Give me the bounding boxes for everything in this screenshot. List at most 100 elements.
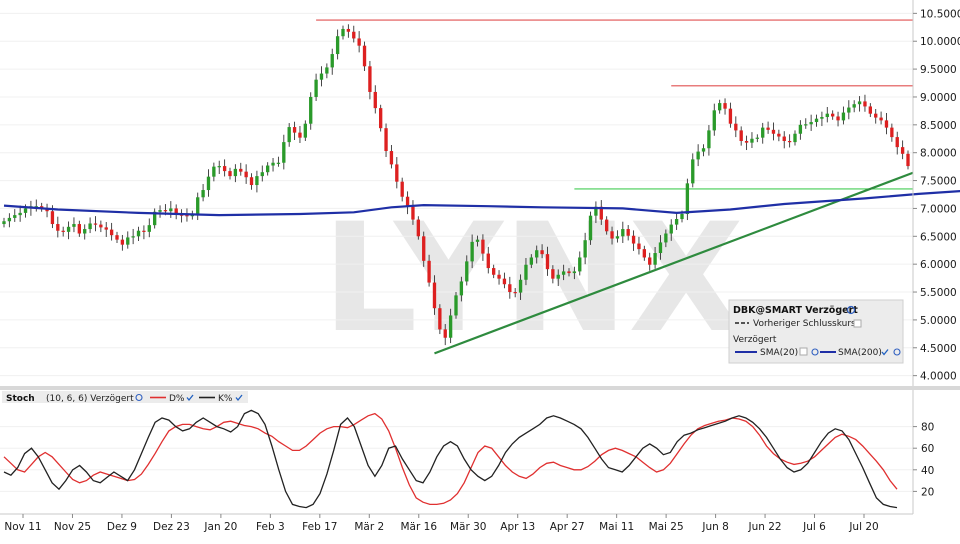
candle-body [621, 229, 625, 237]
candle-body [572, 271, 577, 274]
candle-body [2, 221, 6, 225]
stoch-tick-label: 80 [921, 422, 934, 434]
candles [2, 24, 910, 346]
price-annotations [316, 19, 914, 355]
trendline [434, 171, 914, 355]
candle-body [405, 196, 410, 207]
candle-body [443, 329, 447, 338]
candle-body [298, 132, 302, 138]
candle-body [389, 151, 394, 165]
legend-sma20: SMA(20) [760, 348, 798, 358]
candle-body [793, 133, 797, 143]
stoch-grid [0, 426, 913, 492]
x-tick-label: Mai 25 [649, 521, 684, 533]
candle-body [524, 264, 528, 280]
candle-body [45, 208, 49, 212]
candle-body [578, 257, 582, 272]
stoch-header: Stoch (10, 6, 6) Verzögert D% K% [2, 391, 248, 404]
candle-body [222, 166, 227, 172]
candle-body [470, 241, 474, 262]
candle-body [664, 233, 668, 243]
stoch-tick-label: 60 [921, 443, 934, 455]
sma-lines [3, 189, 960, 217]
x-tick-label: Jun 22 [748, 521, 782, 533]
candle-body [147, 225, 151, 232]
k-check-icon[interactable] [235, 394, 243, 402]
candle-body [395, 164, 399, 182]
candle-body [868, 106, 873, 114]
candle-body [755, 137, 760, 139]
candle-body [626, 229, 630, 236]
candle-body [680, 214, 684, 220]
x-tick-label: Jan 20 [203, 521, 237, 533]
candle-body [206, 176, 211, 191]
candle-body [491, 268, 496, 275]
sma20-checkbox[interactable] [799, 347, 808, 356]
candle-body [260, 172, 264, 177]
stoch-tick-label: 40 [921, 465, 934, 477]
candle-body [631, 235, 636, 244]
legend-prev-close: Vorheriger Schlusskurs [753, 319, 856, 329]
candle-body [373, 91, 377, 109]
d-check-icon[interactable] [186, 394, 194, 402]
price-tick-label: 5.0000 [920, 315, 957, 327]
candle-body [115, 235, 119, 240]
stoch-d-label: D% [169, 394, 185, 404]
candle-body [422, 236, 426, 261]
candle-body [282, 142, 286, 163]
candle-body [23, 208, 28, 213]
candle-body [142, 230, 146, 232]
legend-box [728, 299, 904, 364]
candle-body [879, 117, 883, 121]
x-tick-label: Dez 9 [107, 521, 137, 533]
candle-body [561, 271, 566, 275]
legend-gear-icon[interactable] [846, 305, 856, 315]
x-tick-label: Feb 3 [256, 521, 285, 533]
candle-body [556, 274, 560, 279]
candle-body [287, 127, 291, 143]
candle-body [163, 210, 168, 212]
candle-body [906, 153, 910, 167]
candle-body [836, 116, 840, 121]
candle-body [583, 240, 587, 258]
stoch-gear-icon[interactable] [135, 393, 143, 402]
candle-body [158, 210, 162, 212]
watermark: LYNX [322, 192, 744, 366]
sma20-gear-icon[interactable] [811, 348, 819, 356]
panel-splitter[interactable] [0, 386, 960, 390]
candle-body [685, 183, 690, 215]
sma200-gear-icon[interactable] [893, 348, 901, 356]
price-tick-label: 7.0000 [920, 203, 957, 215]
x-tick-label: Apr 13 [500, 521, 535, 533]
candle-body [895, 137, 899, 148]
candle-body [276, 162, 281, 164]
candle-body [798, 124, 803, 134]
candle-body [18, 212, 22, 216]
candle-body [109, 229, 114, 236]
candle-body [352, 31, 356, 39]
candle-body [890, 127, 894, 138]
candle-body [249, 177, 254, 186]
candle-body [567, 271, 571, 274]
candle-body [648, 257, 652, 265]
x-tick-label: Mär 2 [354, 521, 384, 533]
candle-body [77, 224, 82, 234]
sma200-check-icon[interactable] [881, 349, 889, 356]
candle-body [804, 124, 808, 126]
price-tick-label: 10.0000 [920, 36, 960, 48]
candle-body [438, 308, 442, 330]
candle-body [691, 159, 695, 184]
candle-body [88, 223, 92, 230]
price-tick-label: 6.5000 [920, 231, 957, 243]
candle-body [475, 239, 480, 242]
x-tick-label: Jul 6 [802, 521, 826, 533]
prev-close-checkbox[interactable] [853, 319, 862, 328]
stoch-title: Stoch [6, 394, 35, 404]
price-grid [0, 12, 913, 377]
candle-body [185, 215, 189, 217]
candle-body [217, 166, 221, 168]
legend-sma200: SMA(200) [838, 348, 882, 358]
candle-body [34, 206, 38, 208]
stoch-k-label: K% [218, 394, 233, 404]
